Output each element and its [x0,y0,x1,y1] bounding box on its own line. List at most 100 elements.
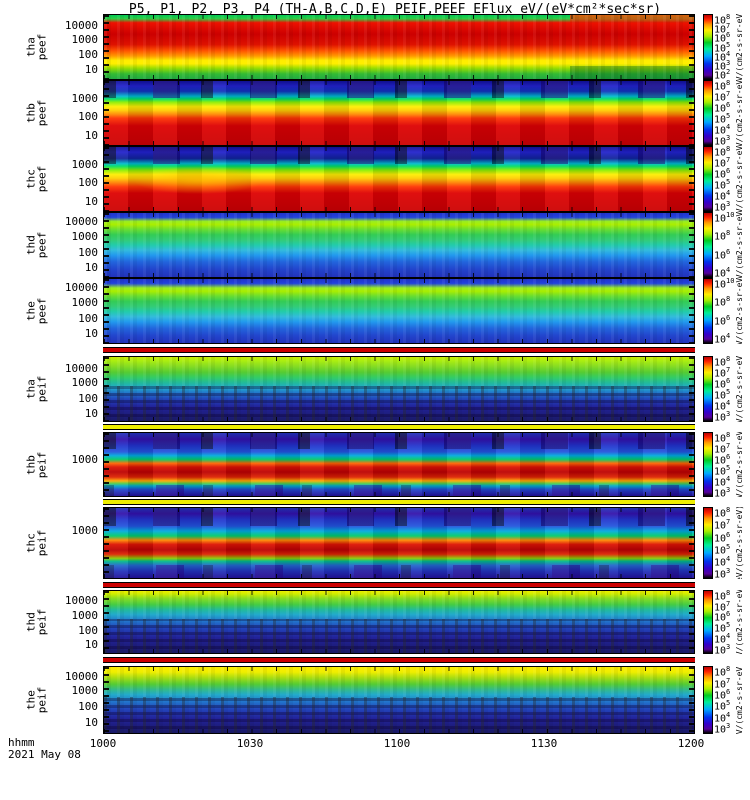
colorbar-thd-peef [703,212,713,278]
tick-marks [104,15,694,19]
colorbar-tick-label: 108 [714,665,731,679]
colorbar-thc-peif [703,507,713,579]
tick-marks [689,433,694,496]
colorbar-tick-label: 105 [714,621,731,635]
colorbar-unit-text: [eV/(cm2-s-sr-eV)] [735,356,745,422]
plot-area-the-peif [104,667,694,733]
colorbar-tick-label: 107 [714,518,731,532]
colorbar-tick-label: 106 [714,453,731,467]
y-axis-label-text: the peif [24,687,48,714]
plot-area-thb-peef [104,81,694,145]
y-tick-label: 100 [78,700,98,713]
colorbar-tick-label: 104 [714,632,731,646]
colorbar-tick-label: 103 [714,722,731,736]
y-tick-label: 10000 [64,362,98,375]
y-tick-label: 1000 [71,684,99,697]
spectrogram-panel-thd-peif [103,590,695,654]
y-tick-label: 100 [78,312,98,325]
y-tick-label: 10 [84,638,98,651]
colorbar-tick-label: 104 [714,266,731,280]
y-axis-label-text: thc peif [24,530,48,557]
colorbar-thb-peef [703,80,713,146]
y-tick-label: 1000 [71,92,99,105]
spectrogram-panel-thb-peif [103,432,695,497]
y-axis-label-text: thb peif [24,451,48,478]
colorbar-unit-label: [eV/(cm2-s-sr-eV)] [730,356,749,422]
colorbar-unit-text: [eV/(cm2-s-sr-eV)] [735,590,745,654]
colorbar-tick-label: 106 [714,314,731,328]
plot-area-the-peef [104,279,694,343]
y-tick-label: 10000 [64,670,98,683]
y-axis-label-text: thc peef [24,166,48,193]
colnoise-overlay [104,591,694,653]
y-tick-label: 10 [84,327,98,340]
colorbar-unit-label: [eV/(cm2-s-sr-eV)] [730,80,749,146]
colorbar-tick-label: 103 [714,134,731,148]
y-tick-label: 10000 [64,19,98,32]
plot-area-thd-peif [104,591,694,653]
speckle-low-overlay [104,385,694,421]
x-axis-unit-label: hhmm [8,736,35,749]
topblocks-overlay [104,81,694,98]
plot-area-tha-peif [104,357,694,421]
date-label: 2021 May 08 [8,748,81,761]
tick-marks [104,492,694,496]
colorbar-tick-label: 103 [714,410,731,424]
topblocks-overlay [104,508,694,527]
colorbar-unit-label: [eV/(cm2-s-sr-eV)] [730,666,749,734]
spectrogram-panel-tha-peif [103,356,695,422]
colorbar-unit-label: [eV/(cm2-s-sr-eV)] [730,212,749,278]
colorbar-tick-label: 1010 [714,211,735,225]
speckle-low-overlay [104,618,694,653]
blockcols-overlay [104,433,694,496]
colorbar-unit-label: [eV/(cm2-s-sr-eV)] [730,507,749,579]
separator-line [103,344,695,356]
colnoise-overlay [104,279,694,343]
y-axis-label-text: tha peef [24,34,48,61]
y-axis-label-text: tha peif [24,376,48,403]
colorbar-unit-text: [eV/(cm2-s-sr-eV)] [735,14,745,80]
tick-marks [104,141,694,145]
tick-marks [104,147,109,211]
y-axis-label-text: the peef [24,298,48,325]
colorbar-tick-label: 102 [714,68,731,82]
colorbar-tick-label: 108 [714,431,731,445]
colorbar-tick-label: 1010 [714,277,735,291]
separator-bar [103,347,695,353]
blockcols-overlay [104,508,694,578]
colorbar-unit-label: [eV/(cm2-s-sr-eV)] [730,146,749,212]
tick-marks [689,279,694,343]
y-tick-label: 1000 [71,453,99,466]
y-tick-label: 10000 [64,215,98,228]
tick-marks [104,649,694,653]
colorbar-tick-label: 108 [714,295,731,309]
tick-marks [104,574,694,578]
separator-line [103,422,695,432]
colorbar-tick-label: 108 [714,79,731,93]
colorbar-unit-text: [eV/(cm2-s-sr-eV)] [735,212,745,278]
y-tick-label: 10 [84,129,98,142]
plot-area-thc-peif [104,508,694,578]
colorbar-tick-label: 108 [714,13,731,27]
tick-marks [104,273,694,277]
tick-marks [104,508,109,578]
y-tick-label: 100 [78,176,98,189]
colorbar-tick-label: 104 [714,123,731,137]
colorbar-thc-peef [703,146,713,212]
y-axis-label-text: thd peif [24,609,48,636]
colorbar-unit-label: [eV/(cm2-s-sr-eV)] [730,14,749,80]
colorbar-tick-label: 108 [714,145,731,159]
tick-marks [104,75,694,79]
y-tick-label: 1000 [71,524,99,537]
y-tick-label: 1000 [71,609,99,622]
colnoise-overlay [104,357,694,421]
colorbar-tick-label: 105 [714,41,731,55]
colorbar-tick-label: 104 [714,399,731,413]
tick-marks [104,213,109,277]
colorbar-unit-text: [eV/(cm2-s-sr-eV)] [735,80,745,146]
y-tick-label: 10 [84,716,98,729]
y-tick-label: 10000 [64,281,98,294]
tick-marks [104,508,694,512]
colorbar-tick-label: 103 [714,567,731,581]
spectrogram-panel-thc-peif [103,507,695,579]
